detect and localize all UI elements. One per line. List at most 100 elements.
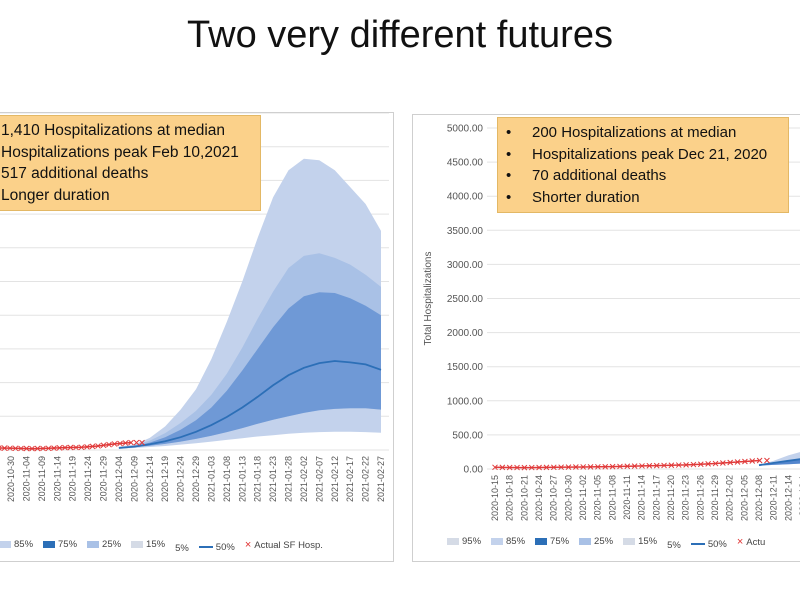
actual-point: [565, 464, 572, 470]
actual-point: [106, 441, 112, 448]
callout-line: • Hospitalizations peak Dec 21, 2020: [506, 144, 788, 166]
actual-point: [631, 463, 638, 469]
x-tick-label: 2020-12-14: [783, 475, 793, 521]
actual-point: [139, 439, 145, 446]
x-tick-label: 2020-10-30: [563, 475, 573, 521]
median-line: [758, 458, 800, 467]
actual-point: [595, 463, 601, 470]
x-tick-label: 2021-02-12: [330, 456, 340, 502]
legend-swatch: [579, 538, 592, 545]
band-25pct: [118, 292, 382, 449]
right-legend: 95% 85% 75% 25% 15% 5% 50% × Actu: [447, 536, 775, 551]
x-tick-label: 2020-11-26: [695, 475, 705, 520]
legend-label: 85%: [506, 536, 526, 547]
y-tick-label: 4000.00: [447, 192, 484, 203]
callout-line: Hospitalizations peak Feb 10,2021: [1, 143, 239, 161]
actual-point: [705, 461, 712, 467]
actual-point: [67, 444, 74, 451]
right-chart: 2020-10-15 2020-10-18 2020-10-21 2020-10-24…: [423, 124, 800, 521]
callout-line: • 70 additional deaths: [506, 165, 788, 187]
x-tick-label: 2020-11-14: [637, 475, 647, 520]
legend-label: Actu: [746, 536, 766, 548]
actual-point: [18, 445, 24, 452]
x-tick-label: 2020-11-19: [68, 456, 78, 501]
actual-point: [609, 463, 616, 470]
legend-swatch: [690, 543, 705, 545]
x-tick-label: 2020-11-20: [666, 475, 676, 520]
legend-item: 5%: [667, 540, 681, 551]
legend-label: 50%: [215, 541, 235, 553]
callout-line: 517 additional deaths: [1, 165, 149, 183]
legend-item: 75%: [43, 539, 77, 550]
y-tick-label: 3500.00: [447, 226, 484, 237]
x-tick-label: 2021-01-13: [237, 456, 247, 502]
x-tick-label: 2020-10-27: [549, 475, 559, 521]
actual-point: [646, 462, 653, 469]
actual-point: [683, 462, 689, 468]
y-tick-label: 1500.00: [447, 362, 484, 373]
actual-point: [1, 445, 8, 451]
actual-point: [84, 444, 90, 450]
actual-point: [111, 441, 118, 447]
y-tick-label: 3000.00: [447, 260, 484, 271]
actual-point: [734, 459, 741, 465]
x-marker-icon: ×: [736, 536, 744, 548]
median-line: [118, 360, 382, 449]
actual-point: [572, 464, 579, 470]
actual-point: [89, 443, 96, 450]
actual-point: [122, 440, 129, 446]
legend-label: 75%: [58, 539, 78, 550]
slide-title: Two very different futures: [187, 14, 613, 56]
x-tick-label: 2020-10-18: [505, 475, 515, 521]
actual-point: [100, 442, 107, 449]
actual-point: [550, 464, 557, 471]
x-marker-icon: ×: [244, 539, 252, 551]
x-tick-label: 2020-12-08: [754, 475, 764, 521]
x-tick-label: 2020-12-24: [176, 456, 186, 502]
legend-item: 95%: [447, 536, 481, 547]
actual-point: [514, 464, 520, 471]
y-tick-label: 5000.00: [447, 124, 484, 135]
left-legend: 85% 75% 25% 15% 5% 50% × Actual SF Hosp.: [0, 539, 333, 554]
actual-point: [558, 464, 565, 471]
actual-point: [639, 463, 645, 469]
actual-point: [661, 462, 667, 469]
callout-line: 1,410 Hospitalizations at median: [1, 122, 226, 139]
actual-point: [45, 445, 52, 452]
x-tick-label: 2020-11-23: [681, 475, 691, 520]
y-tick-label: 4500.00: [447, 158, 484, 169]
legend-label: 85%: [14, 539, 34, 550]
x-tick-label: 2020-10-24: [534, 475, 544, 521]
actual-point: [521, 464, 528, 471]
x-tick-label: 2020-11-08: [607, 475, 617, 520]
actual-point: [756, 457, 763, 464]
legend-item: 85%: [0, 539, 33, 550]
actual-point: [690, 461, 697, 468]
legend-label: 95%: [462, 536, 482, 547]
legend-label: 25%: [594, 536, 614, 547]
bullet-icon: •: [506, 145, 512, 163]
actual-point: [7, 445, 13, 452]
actual-point: [587, 464, 594, 470]
legend-label: 5%: [667, 539, 681, 551]
x-tick-label: 2020-11-02: [578, 475, 588, 520]
x-tick-label: 2020-12-19: [160, 456, 170, 502]
actual-point: [51, 445, 57, 451]
legend-swatch: [87, 541, 100, 548]
x-tick-label: 2021-02-02: [299, 456, 309, 502]
x-tick-label: 2020-12-14: [145, 456, 155, 502]
legend-swatch: [535, 538, 548, 545]
legend-swatch: [0, 541, 11, 548]
legend-item: × Actual SF Hosp.: [245, 539, 323, 551]
actual-point: [492, 464, 498, 471]
legend-item: 5%: [175, 543, 189, 554]
legend-label: Actual SF Hosp.: [254, 539, 323, 551]
x-tick-label: 2020-12-02: [725, 475, 735, 521]
x-tick-label: 2020-11-05: [593, 475, 603, 520]
legend-swatch: [131, 541, 144, 548]
callout-line: • Shorter duration: [506, 187, 788, 209]
x-tick-label: 2020-12-09: [129, 456, 139, 502]
actual-point: [719, 460, 726, 466]
legend-item: × Actu: [737, 536, 765, 548]
legend-item: 15%: [131, 539, 165, 550]
